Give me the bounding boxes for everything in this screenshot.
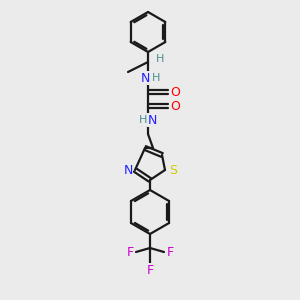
Text: H: H [139,115,147,125]
Text: F: F [167,245,174,259]
Text: O: O [170,85,180,98]
Text: F: F [146,263,154,277]
Text: S: S [169,164,177,176]
Text: N: N [147,113,157,127]
Text: N: N [140,71,150,85]
Text: H: H [156,54,164,64]
Text: H: H [152,73,160,83]
Text: O: O [170,100,180,112]
Text: N: N [123,164,133,176]
Text: F: F [126,245,134,259]
